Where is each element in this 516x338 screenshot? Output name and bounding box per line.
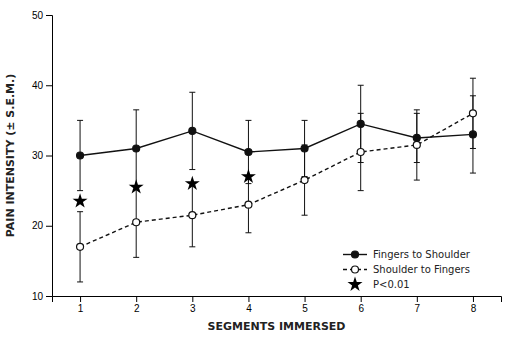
tick-mark: [361, 296, 362, 302]
star-marker: [241, 169, 256, 183]
tick-mark: [305, 296, 306, 302]
point: [133, 145, 140, 152]
point: [189, 212, 196, 219]
tick-mark: [136, 296, 137, 302]
tick: 2: [134, 296, 140, 314]
tick-mark: [46, 296, 52, 297]
tick-mark: [46, 226, 52, 227]
point: [469, 110, 476, 117]
tick-mark: [417, 296, 418, 302]
tick-mark: [46, 85, 52, 86]
tick-mark: [46, 156, 52, 157]
tick-label: 30: [32, 150, 44, 161]
axis-line: [46, 16, 53, 297]
legend-entry: P<0.01: [347, 277, 409, 291]
tick-label: 6: [358, 303, 364, 314]
tick: 40: [32, 80, 52, 91]
point: [77, 152, 84, 159]
star-marker: [73, 193, 88, 207]
point: [245, 201, 252, 208]
plot: 1 2 3 4 5 6 7 8 10 20 30 40 50 SEGMENTS IMMERSED PAIN …: [4, 10, 502, 333]
point: [133, 219, 140, 226]
tick-label: 10: [32, 291, 44, 302]
tick: 6: [358, 296, 364, 314]
tick-label: 2: [134, 303, 140, 314]
tick: 20: [32, 220, 52, 231]
axis-line: [53, 297, 502, 303]
tick-label: 7: [415, 303, 421, 314]
legend-entry: Fingers to Shoulder: [343, 249, 471, 260]
x-axis-title: SEGMENTS IMMERSED: [208, 320, 346, 333]
legend-symbol: [352, 251, 359, 258]
x-axis: 1 2 3 4 5 6 7 8: [53, 296, 502, 314]
tick-mark: [192, 296, 193, 302]
tick-label: 50: [32, 10, 44, 21]
tick: 8: [471, 296, 477, 314]
tick: 1: [78, 296, 84, 314]
series: [77, 85, 477, 190]
tick-label: 1: [78, 303, 84, 314]
tick: 3: [190, 296, 196, 314]
tick-mark: [248, 296, 249, 302]
tick: 4: [246, 296, 252, 314]
point: [189, 127, 196, 134]
error-bar: [245, 177, 251, 233]
point: [413, 141, 420, 148]
chart: 1 2 3 4 5 6 7 8 10 20 30 40 50 SEGMENTS IMMERSED PAIN …: [0, 0, 516, 338]
legend-label: P<0.01: [373, 279, 410, 290]
legend-symbol: [352, 266, 359, 273]
error-bar: [470, 78, 476, 148]
marks: [73, 78, 477, 282]
series: [77, 78, 477, 282]
point: [357, 148, 364, 155]
tick-label: 20: [32, 220, 44, 231]
y-axis: 10 20 30 40 50: [32, 10, 53, 302]
tick-label: 40: [32, 80, 44, 91]
error-bar: [77, 120, 83, 190]
legend-label: Shoulder to Fingers: [373, 264, 470, 275]
tick-label: 8: [471, 303, 477, 314]
tick: 10: [32, 291, 52, 302]
error-bar: [77, 212, 83, 282]
error-bar: [358, 113, 364, 190]
tick: 7: [415, 296, 421, 314]
tick-mark: [80, 296, 81, 302]
tick-label: 4: [246, 303, 252, 314]
error-bar: [302, 145, 308, 215]
error-bar: [133, 110, 139, 187]
tick: 30: [32, 150, 52, 161]
legend-label: Fingers to Shoulder: [373, 249, 471, 260]
error-bar: [189, 184, 195, 247]
star-marker: [185, 176, 200, 190]
legend-symbol: [347, 277, 362, 291]
legend-entry: Shoulder to Fingers: [343, 264, 470, 275]
tick-label: 5: [302, 303, 308, 314]
tick: 50: [32, 10, 52, 21]
star-marker: [129, 179, 144, 193]
y-axis-title: PAIN INTENSITY (± S.E.M.): [4, 74, 17, 238]
series: [73, 169, 256, 208]
error-bar: [414, 110, 420, 180]
tick-label: 3: [190, 303, 196, 314]
point: [301, 177, 308, 184]
point: [77, 243, 84, 250]
tick-mark: [46, 15, 52, 16]
tick-mark: [473, 296, 474, 302]
error-bar: [189, 92, 195, 169]
error-bar: [133, 187, 139, 257]
tick: 5: [302, 296, 308, 314]
legend: Fingers to Shoulder Shoulder to Fingers P…: [343, 249, 471, 291]
line: [80, 124, 473, 156]
point: [245, 148, 252, 155]
